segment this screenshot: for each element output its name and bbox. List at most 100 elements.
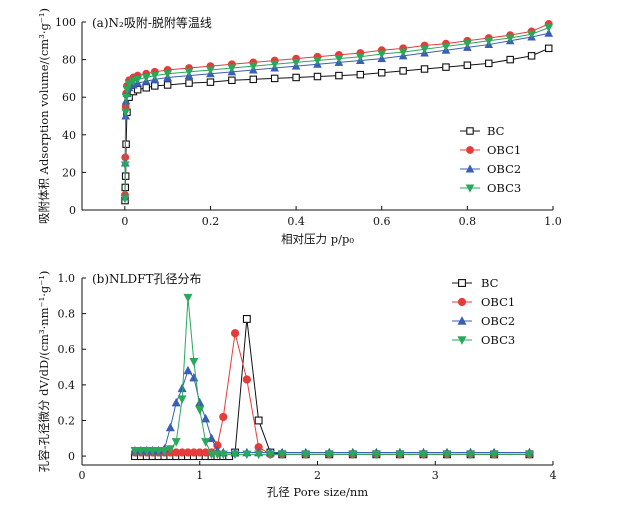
- panel-a-point-obc2: [544, 28, 554, 37]
- panel-a-point-obc3: [420, 45, 429, 54]
- panel-a-point-obc3: [505, 34, 515, 43]
- panel-b-y-axis-label: 孔容-孔径微分 dV/dD/(cm³·nm⁻¹·g⁻¹): [37, 271, 51, 473]
- panel-a-point-bc: [356, 70, 365, 79]
- panel-b-point-obc3: [218, 450, 228, 460]
- panel-a-legend-label-obc3: OBC3: [487, 181, 521, 195]
- panel-a-point-bc: [292, 73, 300, 82]
- panel-b-point-obc3: [207, 450, 217, 460]
- panel-a-point-obc3: [150, 72, 160, 81]
- panel-b-point-obc3: [230, 450, 240, 460]
- panel-a-point-obc3: [291, 58, 301, 68]
- panel-a-point-bc: [420, 65, 429, 73]
- panel-a-legend-label-obc2: OBC2: [487, 162, 521, 176]
- panel-a-point-bc: [206, 78, 215, 86]
- panel-b-y-tick-label: 0.6: [58, 343, 76, 356]
- panel-b-legend-marker-obc1: [457, 297, 467, 307]
- panel-a-point-obc3: [122, 86, 132, 95]
- panel-a-point-bc: [544, 44, 553, 53]
- panel-b-point-obc3: [466, 450, 476, 460]
- panel-b-x-tick-label: 4: [550, 469, 557, 482]
- panel-a-point-obc3: [377, 50, 387, 59]
- panel-a-legend: BC OBC1 OBC2 OBC3: [460, 124, 521, 195]
- panel-b-point-bc: [254, 416, 263, 425]
- panel-b-point-obc1: [230, 329, 240, 338]
- panel-b-point-obc3: [177, 395, 187, 404]
- panel-a-legend-label-obc1: OBC1: [487, 143, 521, 157]
- panel-b-point-obc3: [130, 447, 140, 456]
- panel-b-point-obc3: [442, 450, 452, 460]
- panel-b-x-tick-label: 1: [196, 469, 203, 482]
- panel-b-point-obc3: [154, 447, 164, 456]
- panel-b-series-line-obc2: [134, 369, 530, 454]
- panel-a-point-obc3: [356, 53, 365, 62]
- panel-a-point-obc3: [441, 42, 451, 52]
- panel-a-point-obc3: [484, 37, 494, 46]
- panel-a-point-bc: [163, 81, 172, 89]
- panel-a-point-obc3: [527, 30, 536, 39]
- panel-a-point-obc3: [270, 60, 279, 69]
- panel-a-point-bc: [249, 75, 258, 84]
- panel-b-point-obc1: [219, 412, 228, 422]
- panel-b-point-obc3: [136, 447, 146, 456]
- panel-a-y-tick-label: 0: [69, 204, 76, 217]
- panel-a-y-axis-label: 吸附体积 Adsorption volume/(cm³·g⁻¹): [37, 8, 51, 224]
- panel-b-point-obc3: [165, 445, 175, 454]
- panel-b-point-obc3: [277, 450, 287, 460]
- panel-a-point-obc3: [124, 80, 134, 89]
- panel-a-point-bc: [506, 55, 514, 64]
- panel-a-point-bc: [442, 63, 450, 71]
- panel-a-legend-marker-obc1: [466, 146, 474, 154]
- panel-b-point-obc2: [201, 413, 211, 423]
- panel-a-point-bc: [270, 74, 279, 83]
- panel-a-x-tick-label: 0: [121, 215, 128, 228]
- panel-a-point-obc3: [121, 108, 130, 117]
- panel-a-point-bc: [527, 52, 536, 60]
- panel-b-point-obc1: [242, 375, 251, 384]
- panel-b-point-obc3: [195, 406, 205, 415]
- panel-a-legend-marker-obc2: [465, 164, 475, 173]
- panel-b-point-obc3: [212, 450, 222, 460]
- panel-a-series-line-obc1: [124, 23, 549, 195]
- panel-a-point-bc: [228, 76, 236, 85]
- panel-a-point-bc: [399, 67, 407, 75]
- panel-a-x-tick-label: 0.4: [287, 215, 305, 228]
- panel-a-point-obc3: [184, 68, 194, 77]
- panel-a-legend-marker-obc3: [465, 184, 475, 193]
- panel-b-point-obc3: [189, 358, 199, 367]
- panel-b-series-line-obc1: [134, 333, 530, 455]
- panel-a-x-tick-label: 1.0: [544, 215, 562, 228]
- panel-b-point-obc2: [183, 365, 193, 375]
- panel-a-point-obc3: [133, 75, 142, 84]
- panel-a-point-obc3: [248, 62, 258, 71]
- panel-a-point-obc3: [163, 70, 172, 79]
- panel-b-point-obc3: [301, 450, 311, 460]
- panel-a-point-obc3: [227, 64, 237, 73]
- panel-a-point-obc3: [398, 48, 408, 57]
- panel-a-point-bc: [122, 140, 130, 148]
- panel-b-point-obc2: [207, 433, 217, 442]
- panel-b-point-obc3: [242, 450, 252, 460]
- panel-a-point-obc3: [463, 40, 472, 49]
- panel-b-title: (b)NLDFT孔径分布: [92, 272, 201, 286]
- panel-b-x-tick-label: 2: [314, 469, 321, 482]
- panel-a-point-bc: [185, 79, 193, 87]
- panel-b-legend-marker-obc2: [457, 316, 467, 325]
- panel-b-x-tick-label: 0: [79, 469, 86, 482]
- panel-b-point-obc3: [159, 447, 169, 456]
- panel-a-y-tick-label: 80: [62, 54, 76, 67]
- panel-b-point-obc3: [324, 450, 334, 460]
- panel-b-point-obc3: [418, 450, 428, 460]
- panel-b-x-axis-label: 孔径 Pore size/nm: [267, 485, 369, 499]
- panel-a-x-axis-label: 相对压力 p/p₀: [281, 232, 354, 246]
- panel-b-x-tick-label: 3: [432, 469, 439, 482]
- panel-b-y-tick-label: 0.8: [58, 308, 76, 321]
- panel-a-point-obc3: [120, 195, 130, 204]
- panel-b-legend-marker-bc: [458, 279, 466, 287]
- panel-b-legend-marker-obc3: [457, 336, 467, 345]
- panel-b-point-obc3: [489, 450, 499, 460]
- panel-a-x-tick-label: 0.2: [202, 215, 220, 228]
- panel-b-point-obc3: [183, 293, 193, 303]
- panel-a-point-obc3: [313, 57, 322, 66]
